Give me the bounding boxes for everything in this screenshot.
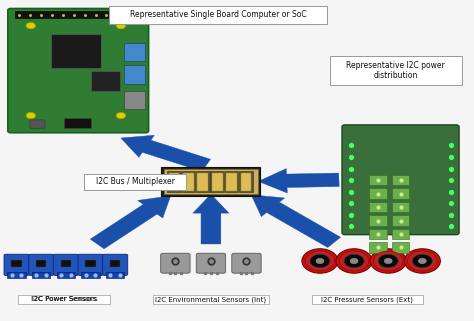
Circle shape xyxy=(339,251,369,271)
Circle shape xyxy=(302,249,338,273)
FancyBboxPatch shape xyxy=(110,260,120,267)
FancyBboxPatch shape xyxy=(102,254,128,275)
FancyBboxPatch shape xyxy=(369,175,387,185)
FancyBboxPatch shape xyxy=(30,120,45,128)
FancyBboxPatch shape xyxy=(78,254,103,275)
Circle shape xyxy=(404,249,440,273)
Circle shape xyxy=(305,251,335,271)
Circle shape xyxy=(336,249,372,273)
Circle shape xyxy=(408,251,437,271)
FancyBboxPatch shape xyxy=(169,173,179,190)
Polygon shape xyxy=(121,135,210,171)
FancyBboxPatch shape xyxy=(124,91,145,109)
Circle shape xyxy=(316,258,324,264)
FancyBboxPatch shape xyxy=(8,272,26,278)
FancyBboxPatch shape xyxy=(196,171,210,192)
Circle shape xyxy=(26,112,36,119)
Circle shape xyxy=(378,254,398,268)
Polygon shape xyxy=(258,169,339,193)
FancyBboxPatch shape xyxy=(369,202,387,212)
Circle shape xyxy=(116,112,126,119)
FancyBboxPatch shape xyxy=(161,167,261,196)
FancyBboxPatch shape xyxy=(210,171,224,192)
FancyBboxPatch shape xyxy=(164,169,258,194)
FancyBboxPatch shape xyxy=(51,34,101,68)
FancyBboxPatch shape xyxy=(64,118,91,128)
FancyBboxPatch shape xyxy=(239,171,253,192)
FancyBboxPatch shape xyxy=(196,253,226,273)
FancyBboxPatch shape xyxy=(109,6,327,24)
FancyBboxPatch shape xyxy=(392,242,410,253)
Circle shape xyxy=(26,22,36,29)
Circle shape xyxy=(412,254,432,268)
Circle shape xyxy=(344,254,364,268)
FancyBboxPatch shape xyxy=(392,202,410,212)
Circle shape xyxy=(374,251,403,271)
FancyBboxPatch shape xyxy=(57,272,75,278)
Text: I2C Power Sensors: I2C Power Sensors xyxy=(32,296,96,302)
Circle shape xyxy=(419,258,426,264)
Text: I2C Pressure Sensors (Ext): I2C Pressure Sensors (Ext) xyxy=(321,296,413,303)
FancyBboxPatch shape xyxy=(312,295,423,304)
FancyBboxPatch shape xyxy=(161,253,190,273)
Circle shape xyxy=(384,258,392,264)
FancyBboxPatch shape xyxy=(392,215,410,226)
FancyBboxPatch shape xyxy=(369,188,387,199)
FancyBboxPatch shape xyxy=(61,260,71,267)
FancyBboxPatch shape xyxy=(4,254,29,275)
Circle shape xyxy=(116,22,126,29)
FancyBboxPatch shape xyxy=(369,215,387,226)
FancyBboxPatch shape xyxy=(330,56,462,85)
FancyBboxPatch shape xyxy=(153,295,269,304)
FancyBboxPatch shape xyxy=(124,43,145,61)
Polygon shape xyxy=(251,195,340,247)
FancyBboxPatch shape xyxy=(106,272,124,278)
Circle shape xyxy=(310,254,330,268)
FancyBboxPatch shape xyxy=(167,171,181,192)
Circle shape xyxy=(370,249,406,273)
Polygon shape xyxy=(90,196,171,249)
FancyBboxPatch shape xyxy=(212,173,223,190)
FancyBboxPatch shape xyxy=(342,125,459,235)
Polygon shape xyxy=(193,194,229,244)
FancyBboxPatch shape xyxy=(392,229,410,239)
Text: Representative I2C power
distribution: Representative I2C power distribution xyxy=(346,61,445,80)
FancyBboxPatch shape xyxy=(15,11,141,18)
FancyBboxPatch shape xyxy=(11,260,22,267)
FancyBboxPatch shape xyxy=(392,188,410,199)
FancyBboxPatch shape xyxy=(197,173,208,190)
FancyBboxPatch shape xyxy=(82,272,100,278)
FancyBboxPatch shape xyxy=(369,229,387,239)
FancyBboxPatch shape xyxy=(182,171,195,192)
Circle shape xyxy=(350,258,358,264)
FancyBboxPatch shape xyxy=(183,173,194,190)
FancyBboxPatch shape xyxy=(225,171,238,192)
FancyBboxPatch shape xyxy=(28,254,54,275)
FancyBboxPatch shape xyxy=(91,71,120,91)
FancyBboxPatch shape xyxy=(232,253,261,273)
FancyBboxPatch shape xyxy=(84,174,186,190)
Text: I2C Power Sensors: I2C Power Sensors xyxy=(31,296,97,302)
Text: I2C Bus / Multiplexer: I2C Bus / Multiplexer xyxy=(96,177,174,186)
FancyBboxPatch shape xyxy=(124,65,145,84)
FancyBboxPatch shape xyxy=(54,254,78,275)
FancyBboxPatch shape xyxy=(32,272,51,278)
FancyBboxPatch shape xyxy=(18,295,110,304)
FancyBboxPatch shape xyxy=(392,175,410,185)
FancyBboxPatch shape xyxy=(241,173,251,190)
Text: Representative Single Board Computer or SoC: Representative Single Board Computer or … xyxy=(130,10,306,19)
FancyBboxPatch shape xyxy=(85,260,96,267)
FancyBboxPatch shape xyxy=(369,242,387,253)
FancyBboxPatch shape xyxy=(36,260,46,267)
FancyBboxPatch shape xyxy=(227,173,237,190)
Text: I2C Environmental Sensors (Int): I2C Environmental Sensors (Int) xyxy=(155,296,266,303)
FancyBboxPatch shape xyxy=(8,9,148,133)
